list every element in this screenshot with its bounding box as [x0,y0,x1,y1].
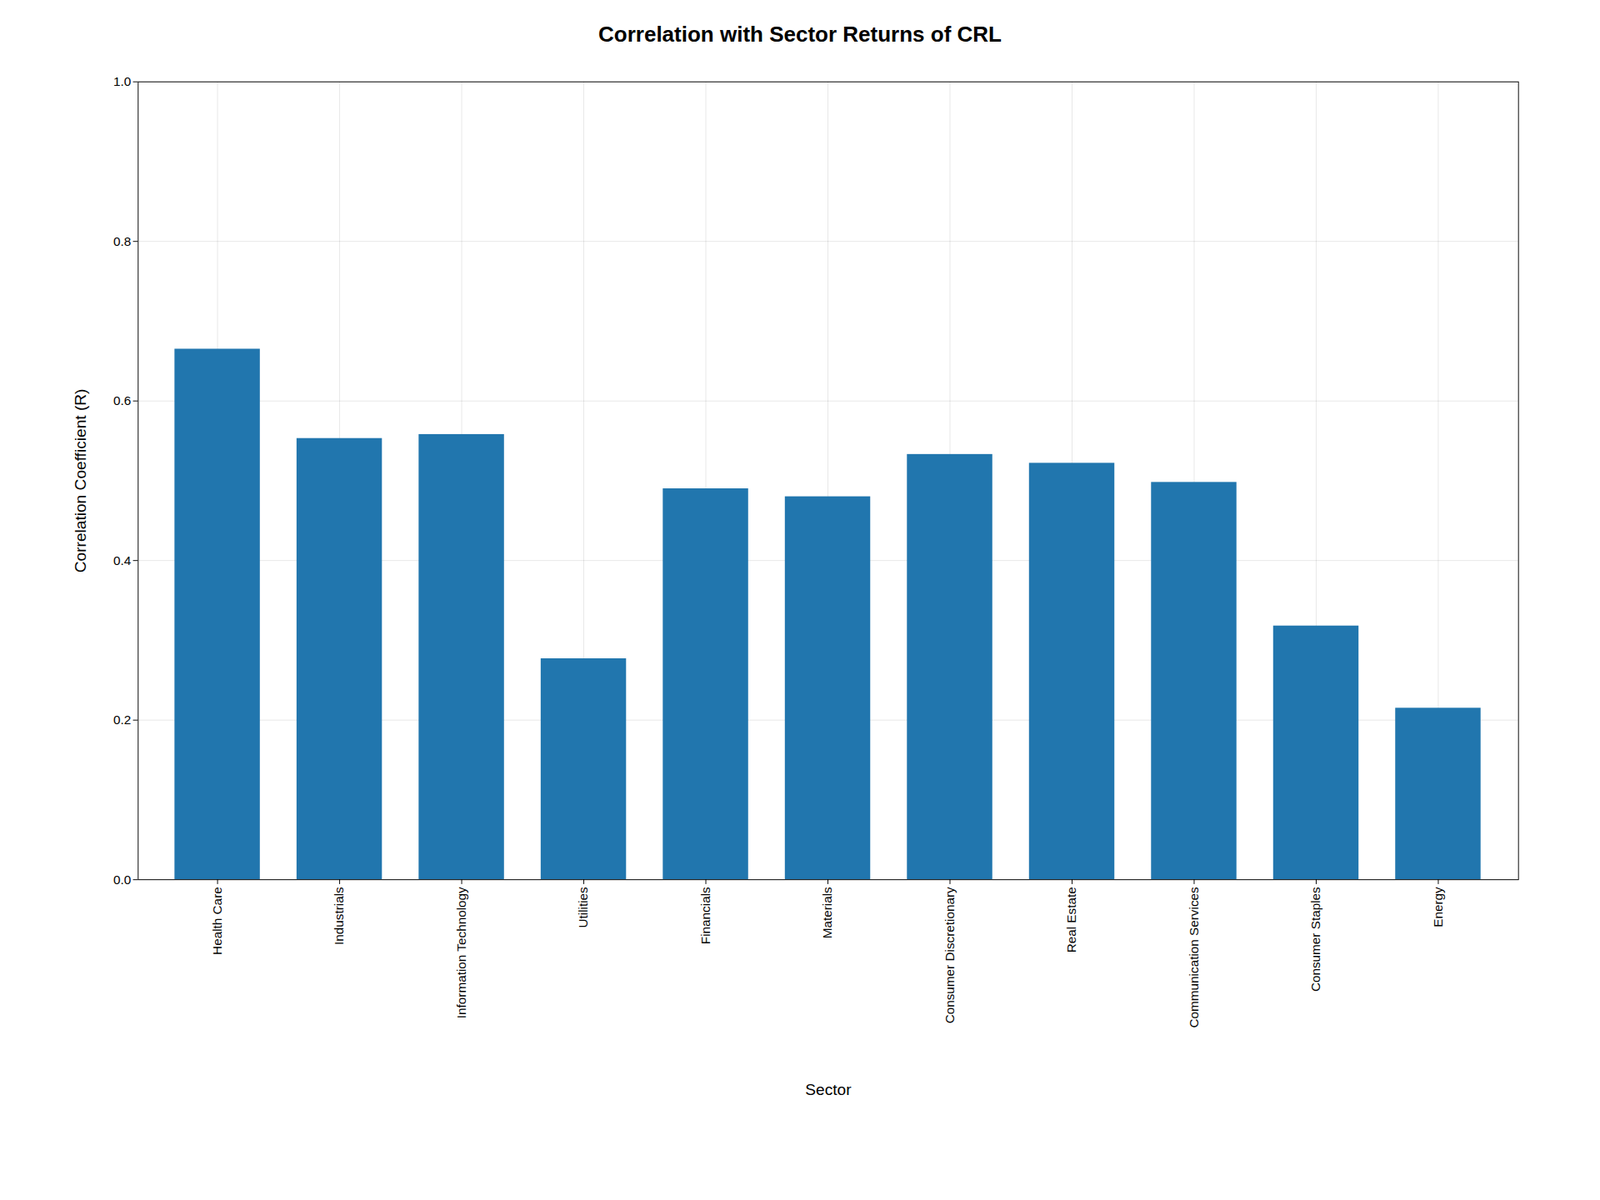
svg-text:Materials: Materials [820,886,835,939]
svg-text:Correlation Coefficient (R): Correlation Coefficient (R) [71,389,90,574]
svg-text:Real Estate: Real Estate [1064,886,1079,953]
html-text:Correlation with Sector Return: Correlation with Sector Returns of CRL [598,21,1002,47]
svg-text:Energy: Energy [1430,886,1445,928]
svg-text:Sector: Sector [805,1080,852,1099]
svg-text:0.2: 0.2 [113,712,131,727]
svg-text:1.0: 1.0 [113,74,131,89]
svg-text:Consumer Discretionary: Consumer Discretionary [942,886,957,1024]
svg-text:0.6: 0.6 [113,393,131,408]
svg-text:Utilities: Utilities [575,886,590,929]
svg-text:Health Care: Health Care [210,886,225,955]
svg-text:Financials: Financials [698,886,713,945]
svg-text:Industrials: Industrials [331,886,346,945]
svg-text:0.0: 0.0 [113,872,131,887]
svg-text:Information Technology: Information Technology [454,886,469,1019]
svg-text:Communication Services: Communication Services [1186,886,1201,1029]
svg-text:0.8: 0.8 [113,234,131,249]
svg-text:0.4: 0.4 [113,553,132,568]
svg-text:Consumer Staples: Consumer Staples [1308,886,1323,992]
